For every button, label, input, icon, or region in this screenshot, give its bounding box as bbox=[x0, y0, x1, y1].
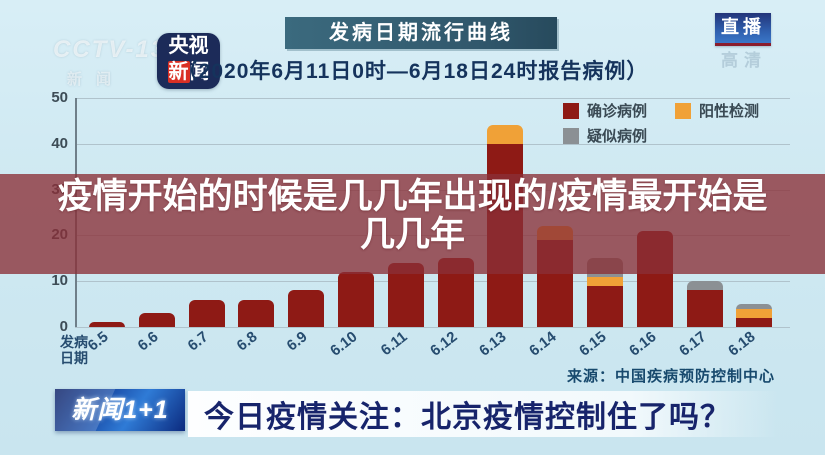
app-logo-rest-char: 闻 bbox=[189, 61, 210, 83]
bar-6.18-positive bbox=[736, 308, 773, 318]
live-badge: 直播 bbox=[715, 13, 771, 46]
chart-subtitle: （2020年6月11日0时—6月18日24时报告病例） bbox=[176, 60, 649, 83]
bar-6.7-confirmed bbox=[188, 299, 225, 327]
headline-line1: 疫情开始的时候是几几年出现的/疫情最开始是 bbox=[57, 177, 768, 216]
cctv13-watermark-sub: 新闻 bbox=[67, 71, 126, 88]
ytick-10: 10 bbox=[51, 272, 68, 290]
bar-6.13-positive bbox=[487, 125, 524, 144]
bar-6.15-confirmed bbox=[587, 285, 623, 327]
xtick-6.13: 6.13 bbox=[476, 328, 510, 360]
banner-headline-text: 今日疫情关注：北京疫情控制住了吗？ bbox=[204, 401, 731, 434]
legend-item-suspected: 疑似病例 bbox=[563, 125, 675, 146]
x-axis-title: 发病日期 bbox=[60, 334, 88, 366]
legend-item-positive: 阳性检测 bbox=[675, 100, 787, 121]
xtick-6.7: 6.7 bbox=[184, 328, 212, 355]
gridline-y40 bbox=[75, 143, 790, 145]
legend-label: 疑似病例 bbox=[587, 128, 648, 145]
bar-6.6-confirmed bbox=[138, 313, 175, 327]
chart-title-bar: 发病日期流行曲线 bbox=[285, 17, 557, 49]
news1plus1-logo: 新闻1+1 bbox=[55, 389, 185, 431]
cctv13-watermark: CCTV-13 新闻 bbox=[53, 36, 166, 89]
xtick-6.11: 6.11 bbox=[377, 328, 411, 360]
xtick-6.10: 6.10 bbox=[327, 328, 361, 360]
bar-6.8-confirmed bbox=[238, 299, 275, 327]
bar-6.15-positive bbox=[587, 276, 623, 286]
ytick-40: 40 bbox=[51, 134, 68, 152]
app-logo-line2: 新闻 bbox=[157, 59, 220, 85]
bar-6.17-confirmed bbox=[686, 290, 723, 327]
bar-6.18-confirmed bbox=[736, 317, 773, 327]
xtick-6.9: 6.9 bbox=[283, 328, 311, 355]
xtick-6.18: 6.18 bbox=[725, 328, 759, 360]
legend-swatch-icon bbox=[675, 102, 691, 119]
bar-6.10-confirmed bbox=[338, 272, 374, 327]
legend-swatch-icon bbox=[563, 127, 579, 144]
news1plus1-logo-text: 新闻1+1 bbox=[71, 396, 169, 424]
cctv-news-app-logo: 央视 新闻 bbox=[157, 33, 220, 89]
gridline-y10 bbox=[75, 281, 790, 283]
xtick-6.17: 6.17 bbox=[675, 328, 710, 360]
legend-item-confirmed: 确诊病例 bbox=[563, 100, 675, 121]
app-logo-line1: 央视 bbox=[168, 35, 209, 57]
chart-legend: 确诊病例 阳性检测疑似病例 bbox=[563, 100, 793, 146]
xtick-6.12: 6.12 bbox=[426, 328, 461, 360]
xtick-6.6: 6.6 bbox=[134, 328, 162, 355]
headline-overlay-text: 疫情开始的时候是几几年出现的/疫情最开始是 几几年 bbox=[0, 178, 825, 254]
headline-overlay-band bbox=[0, 174, 825, 274]
headline-line2: 几几年 bbox=[359, 215, 465, 254]
ytick-50: 50 bbox=[51, 89, 68, 106]
headline-banner: 今日疫情关注：北京疫情控制住了吗？ bbox=[188, 391, 778, 437]
gridline-y0 bbox=[75, 327, 790, 328]
legend-swatch-icon bbox=[563, 102, 579, 119]
gridline-y50 bbox=[75, 98, 790, 99]
hd-watermark: 高清 bbox=[721, 51, 767, 70]
data-source-text: 来源：中国疾病预防控制中心 bbox=[566, 368, 775, 385]
bar-6.18-suspected bbox=[736, 304, 773, 309]
legend-label: 阳性检测 bbox=[699, 103, 760, 120]
ytick-0: 0 bbox=[59, 318, 68, 335]
xtick-6.16: 6.16 bbox=[625, 328, 660, 360]
legend-label: 确诊病例 bbox=[587, 103, 648, 120]
bar-6.5-confirmed bbox=[89, 322, 125, 327]
xtick-6.14: 6.14 bbox=[526, 328, 560, 360]
cctv13-watermark-text: CCTV-13 bbox=[53, 36, 167, 63]
bar-6.9-confirmed bbox=[288, 290, 325, 327]
app-logo-red-char: 新 bbox=[167, 61, 190, 83]
bar-6.17-suspected bbox=[686, 281, 723, 291]
xtick-6.15: 6.15 bbox=[576, 328, 610, 360]
xtick-6.8: 6.8 bbox=[234, 328, 261, 355]
